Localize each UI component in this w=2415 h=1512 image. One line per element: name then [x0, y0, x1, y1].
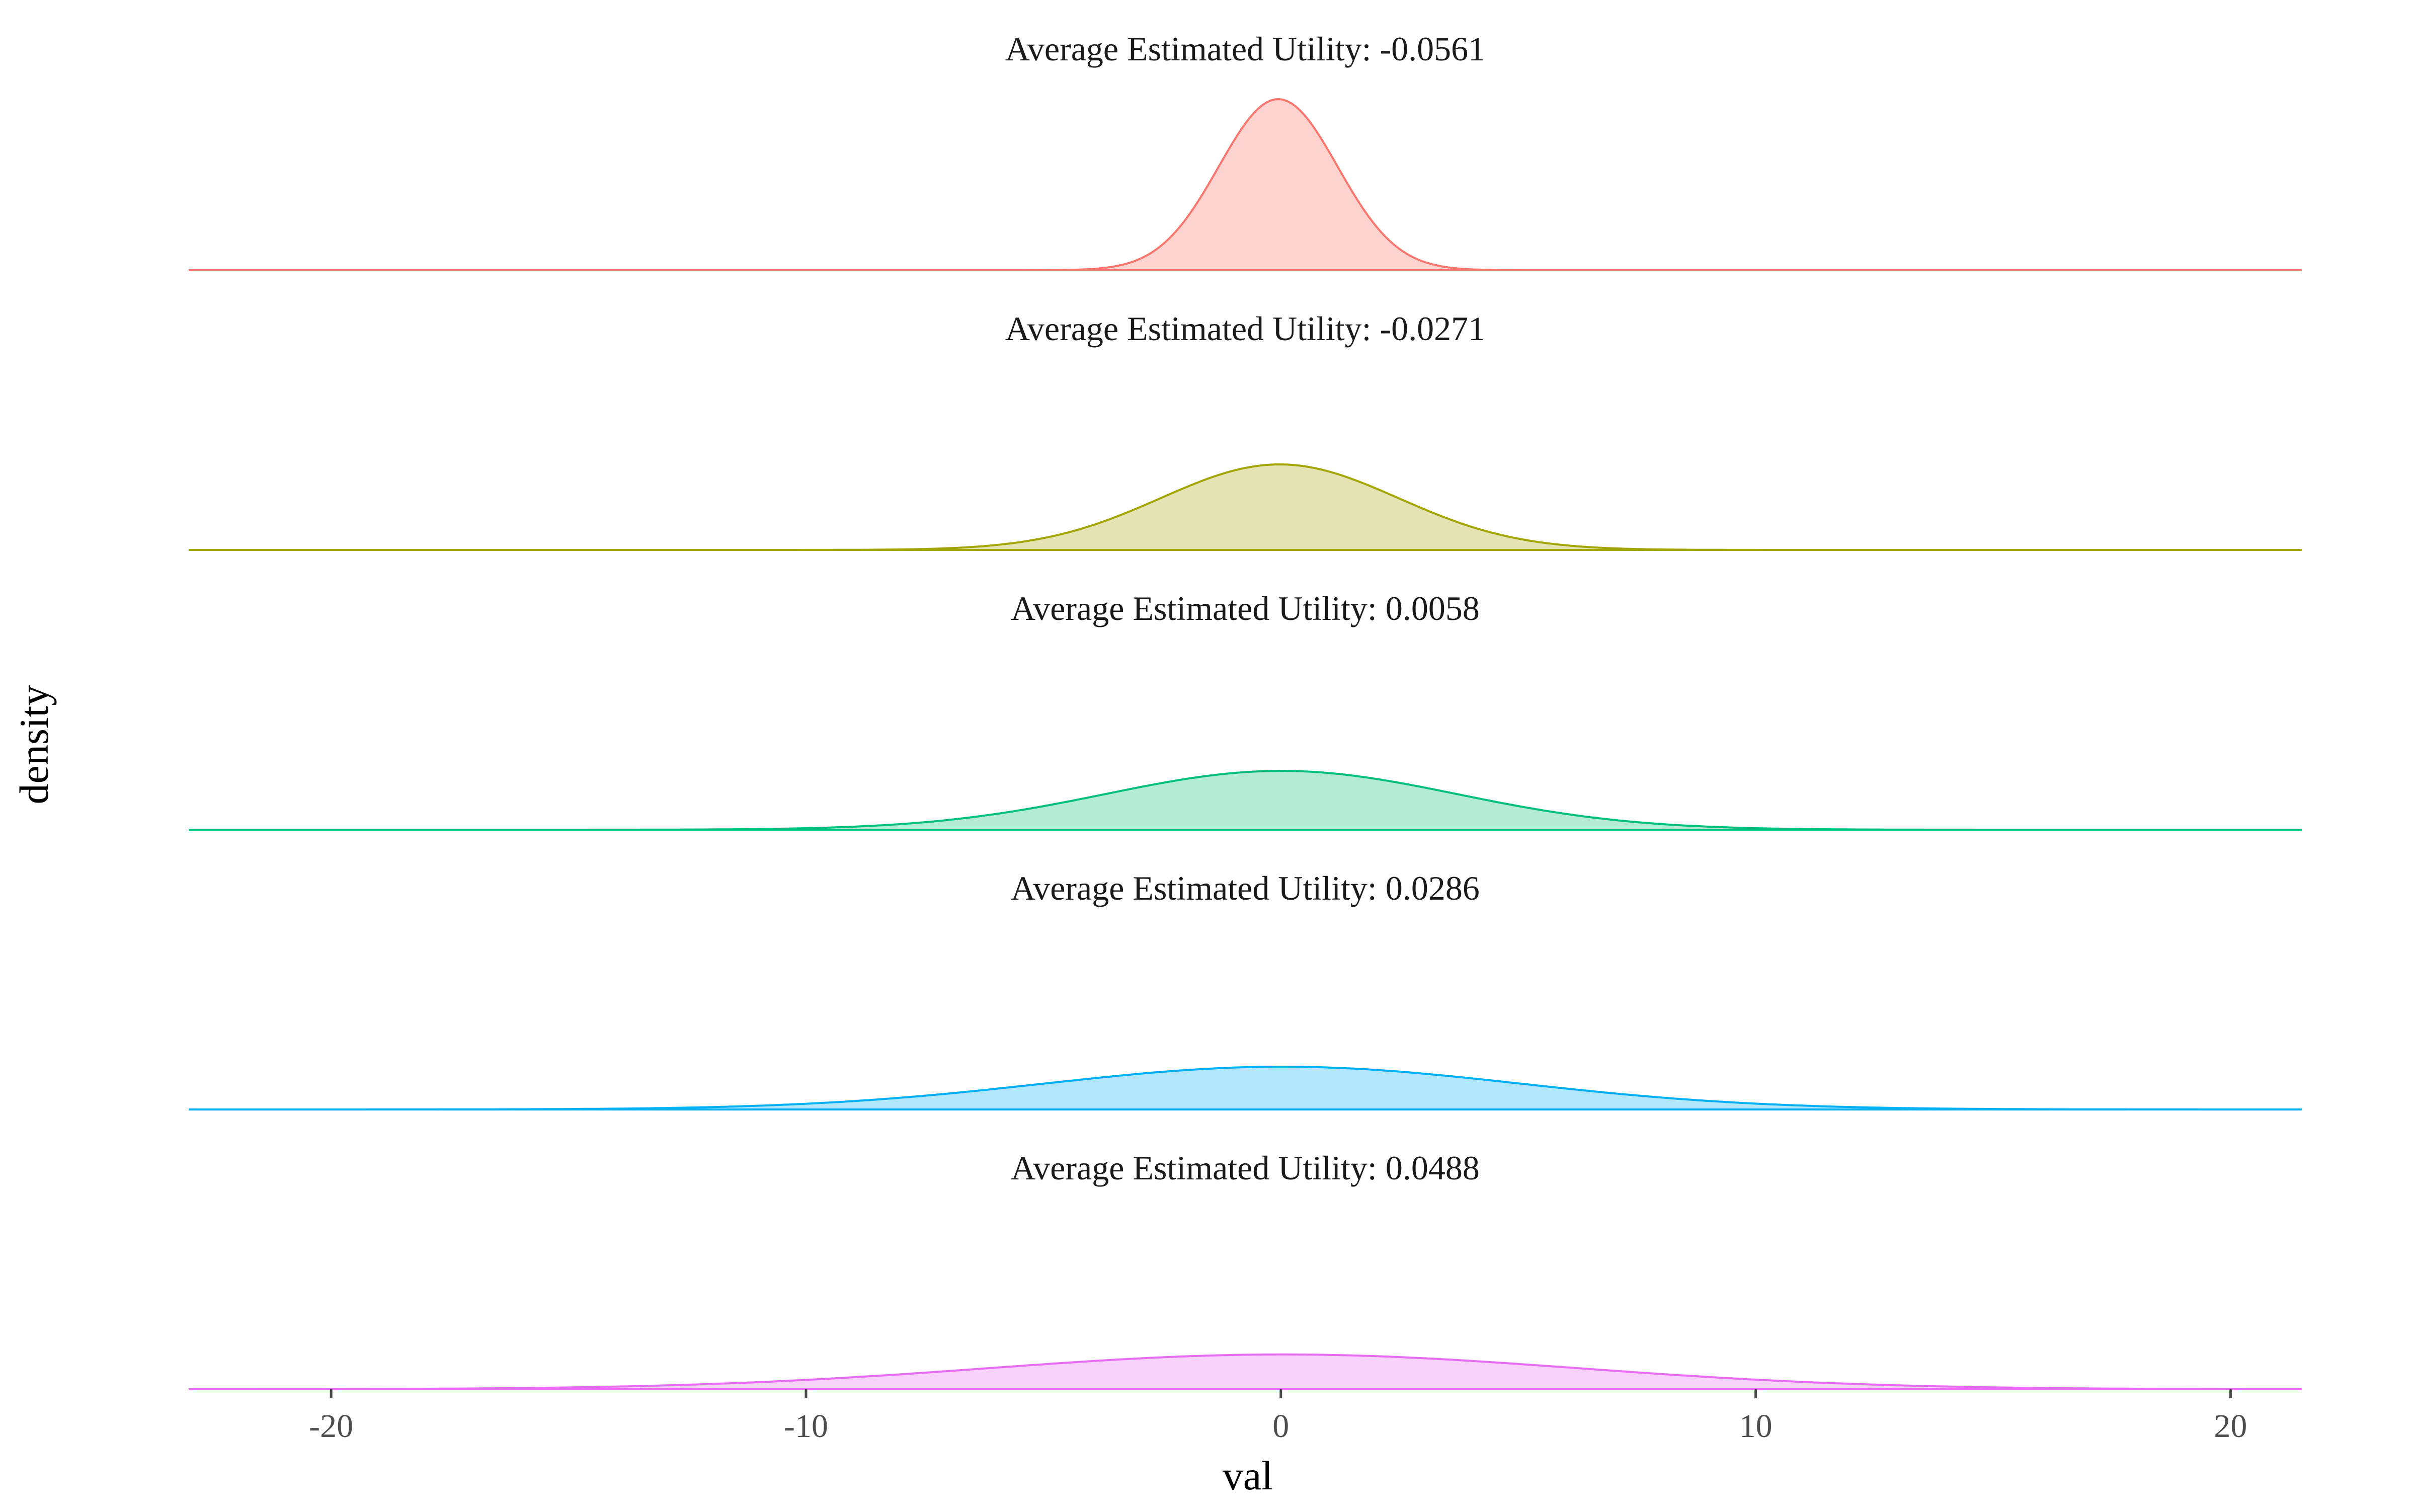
facet-panels: Average Estimated Utility: -0.0561 Averag…: [189, 30, 2302, 1390]
x-tick-label: -20: [309, 1408, 353, 1445]
y-axis-title: density: [11, 685, 57, 805]
density-area: [189, 771, 2302, 830]
facet-panel: Average Estimated Utility: -0.0561: [189, 30, 2302, 271]
density-curve: [189, 1353, 2302, 1390]
facet-panel: Average Estimated Utility: 0.0488: [189, 1149, 2302, 1390]
x-axis: -20 -10 0 10 20: [309, 1389, 2247, 1445]
facet-panel: Average Estimated Utility: 0.0286: [189, 869, 2302, 1110]
facet-title: Average Estimated Utility: 0.0058: [1011, 589, 1480, 627]
facet-title: Average Estimated Utility: -0.0561: [1005, 30, 1485, 68]
facet-panel: Average Estimated Utility: 0.0058: [189, 589, 2302, 831]
density-area: [189, 1354, 2302, 1389]
x-tick-label: -10: [784, 1408, 828, 1445]
x-tick-label: 0: [1272, 1408, 1289, 1445]
facet-panel: Average Estimated Utility: -0.0271: [189, 309, 2302, 551]
facet-title: Average Estimated Utility: 0.0286: [1011, 869, 1480, 907]
facet-title: Average Estimated Utility: 0.0488: [1011, 1149, 1480, 1187]
x-tick-label: 20: [2214, 1408, 2247, 1445]
density-area: [189, 99, 2302, 270]
facet-title: Average Estimated Utility: -0.0271: [1005, 309, 1485, 348]
density-area: [189, 464, 2302, 550]
x-axis-title: val: [1223, 1453, 1273, 1498]
x-tick-label: 10: [1739, 1408, 1773, 1445]
density-area: [189, 1067, 2302, 1109]
